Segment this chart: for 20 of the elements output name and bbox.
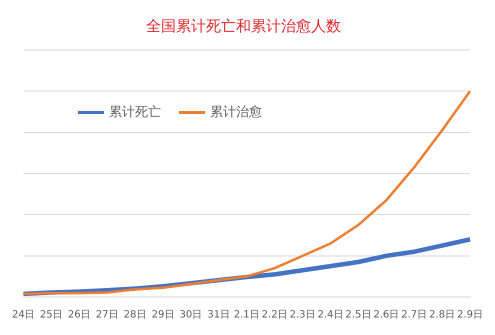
x-tick-label: 25日: [40, 310, 63, 321]
x-tick-label: 2.5日: [345, 310, 372, 321]
x-tick-label: 2.2日: [262, 310, 288, 321]
x-tick-label: 2.9日: [457, 310, 483, 321]
x-tick-label: 2.7日: [401, 310, 428, 321]
x-tick-label: 28日: [124, 310, 146, 321]
x-tick-label: 29日: [152, 310, 174, 321]
x-tick-label: 2.3日: [290, 310, 316, 321]
x-tick-label: 2.1日: [234, 310, 260, 321]
chart-title: 全国累计死亡和累计治愈人数: [146, 16, 341, 35]
x-tick-label: 26日: [68, 310, 91, 321]
x-tick-label: 2.8日: [429, 310, 456, 321]
x-tick-label: 2.6日: [373, 310, 400, 321]
x-tick-label: 27日: [96, 310, 118, 321]
legend-label: 累计治愈: [210, 104, 262, 121]
x-tick-label: 24日: [12, 310, 35, 321]
x-tick-label: 2.4日: [318, 310, 344, 321]
x-tick-label: 30日: [180, 310, 202, 321]
legend-label: 累计死亡: [109, 104, 161, 121]
x-tick-label: 31日: [207, 310, 230, 321]
